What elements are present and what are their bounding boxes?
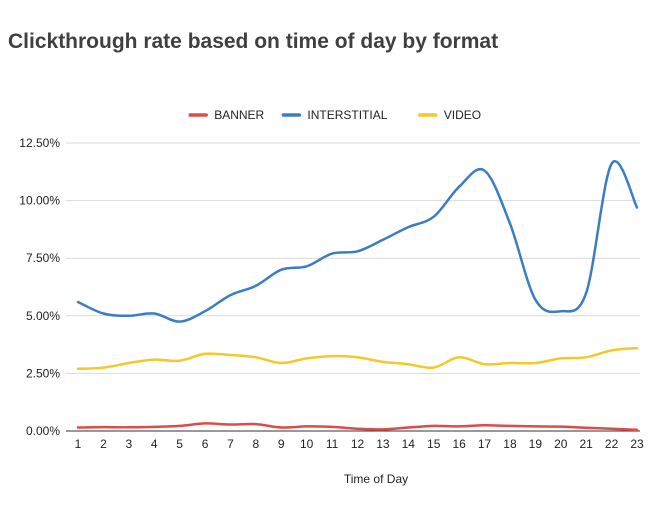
y-tick-label: 7.50% [26,251,60,265]
x-tick-label: 16 [452,437,466,451]
y-tick-label: 10.00% [19,194,60,208]
x-tick-label: 9 [278,437,285,451]
x-tick-label: 19 [529,437,543,451]
x-tick-label: 3 [125,437,132,451]
series-line-banner [76,422,639,432]
x-tick-label: 4 [151,437,158,451]
x-axis-ticks: 1 2 3 4 5 6 7 8 9 10 11 12 13 14 15 16 17 18 19 20 21 22 23 [75,437,644,451]
x-tick-label: 7 [227,437,234,451]
legend-label-video: VIDEO [444,108,481,122]
y-tick-label: 2.50% [26,366,60,380]
legend-label-interstitial: INTERSTITIAL [307,108,387,122]
x-tick-label: 15 [427,437,441,451]
legend-label-banner: BANNER [214,108,264,122]
legend: BANNER INTERSTITIAL VIDEO [188,108,481,122]
x-tick-label: 17 [478,437,492,451]
x-tick-label: 22 [605,437,619,451]
y-tick-label: 12.50% [19,136,60,150]
series-line-interstitial [76,159,639,323]
x-tick-label: 12 [351,437,365,451]
x-tick-label: 2 [100,437,107,451]
x-tick-label: 20 [554,437,568,451]
x-tick-label: 14 [402,437,416,451]
y-tick-label: 0.00% [26,424,60,438]
y-axis-ticks: 0.00% 2.50% 5.00% 7.50% 10.00% 12.50% [19,136,60,438]
x-tick-label: 21 [580,437,594,451]
x-tick-label: 13 [376,437,390,451]
x-tick-label: 23 [630,437,644,451]
x-tick-label: 1 [75,437,82,451]
x-tick-label: 6 [202,437,209,451]
gridlines [66,142,640,432]
series-line-video [76,346,639,371]
x-tick-label: 18 [503,437,517,451]
x-tick-label: 8 [253,437,260,451]
y-tick-label: 5.00% [26,309,60,323]
x-axis-title: Time of Day [344,472,408,486]
x-tick-label: 5 [176,437,183,451]
x-tick-label: 10 [300,437,314,451]
x-tick-label: 11 [326,437,339,451]
chart-title: Clickthrough rate based on time of day b… [8,30,499,53]
series-lines [76,159,639,432]
